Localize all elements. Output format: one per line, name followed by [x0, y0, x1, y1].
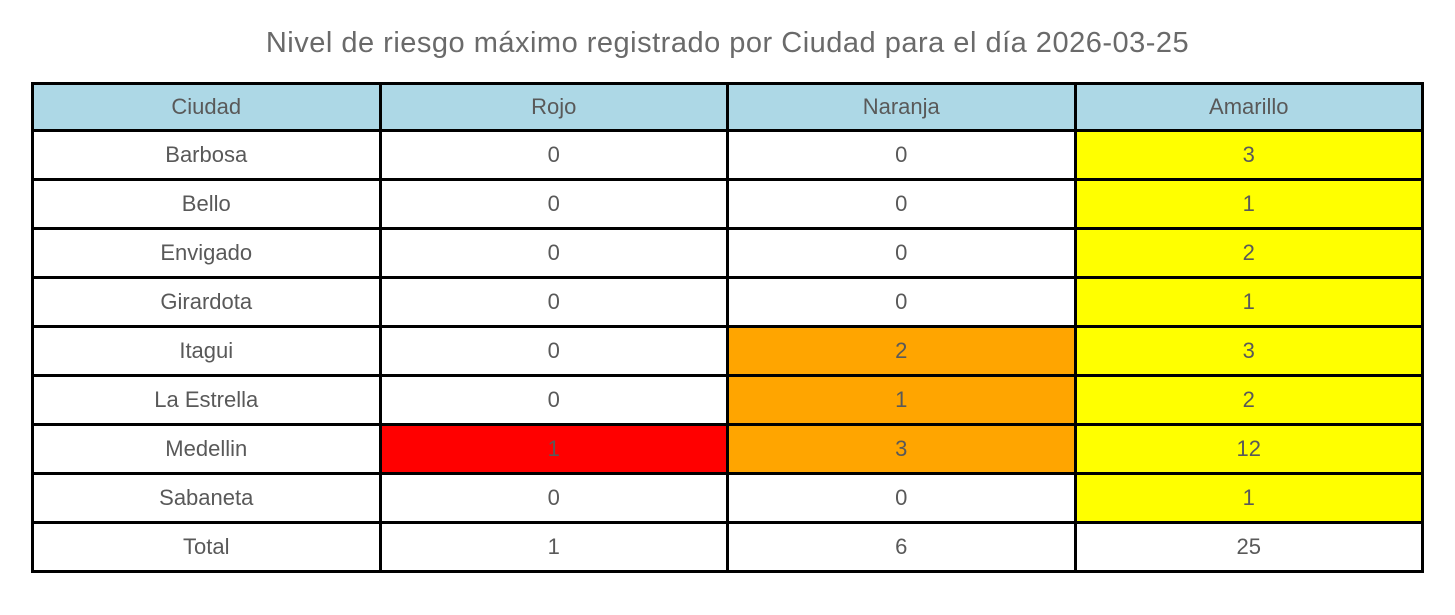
risk-table: Ciudad Rojo Naranja Amarillo Barbosa 0 0 3 B…	[31, 82, 1424, 573]
page-title: Nivel de riesgo máximo registrado por Ci…	[265, 27, 1190, 59]
city-cell: Total	[31, 521, 382, 573]
value-cell: 2	[726, 325, 1077, 377]
value-cell: 0	[726, 276, 1077, 328]
value-cell: 1	[1073, 276, 1424, 328]
city-cell: Envigado	[31, 227, 382, 279]
value-cell: 0	[378, 276, 729, 328]
city-cell: Girardota	[31, 276, 382, 328]
value-cell: 0	[378, 129, 729, 181]
header-cell-amarillo: Amarillo	[1073, 82, 1424, 132]
value-cell: 0	[726, 227, 1077, 279]
city-cell: Bello	[31, 178, 382, 230]
header-row: Ciudad Rojo Naranja Amarillo	[31, 82, 1424, 132]
value-cell: 1	[726, 374, 1077, 426]
header-cell-ciudad: Ciudad	[31, 82, 382, 132]
value-cell: 0	[726, 129, 1077, 181]
value-cell: 2	[1073, 227, 1424, 279]
city-cell: Itagui	[31, 325, 382, 377]
header-cell-naranja: Naranja	[726, 82, 1077, 132]
table-row: La Estrella 0 1 2	[31, 374, 1424, 426]
value-cell: 12	[1073, 423, 1424, 475]
city-cell: Barbosa	[31, 129, 382, 181]
value-cell: 1	[1073, 472, 1424, 524]
value-cell: 6	[726, 521, 1077, 573]
table-row: Sabaneta 0 0 1	[31, 472, 1424, 524]
total-row: Total 1 6 25	[31, 521, 1424, 573]
table-row: Itagui 0 2 3	[31, 325, 1424, 377]
city-cell: Sabaneta	[31, 472, 382, 524]
value-cell: 3	[726, 423, 1077, 475]
value-cell: 0	[378, 325, 729, 377]
value-cell: 0	[378, 178, 729, 230]
value-cell: 1	[378, 521, 729, 573]
value-cell: 25	[1073, 521, 1424, 573]
value-cell: 0	[726, 178, 1077, 230]
table-header: Ciudad Rojo Naranja Amarillo	[31, 82, 1424, 132]
value-cell: 0	[378, 472, 729, 524]
city-cell: La Estrella	[31, 374, 382, 426]
value-cell: 3	[1073, 129, 1424, 181]
table-row: Bello 0 0 1	[31, 178, 1424, 230]
value-cell: 3	[1073, 325, 1424, 377]
table-row: Barbosa 0 0 3	[31, 129, 1424, 181]
value-cell: 2	[1073, 374, 1424, 426]
table-row: Girardota 0 0 1	[31, 276, 1424, 328]
value-cell: 1	[378, 423, 729, 475]
value-cell: 0	[726, 472, 1077, 524]
value-cell: 1	[1073, 178, 1424, 230]
value-cell: 0	[378, 227, 729, 279]
header-cell-rojo: Rojo	[378, 82, 729, 132]
table-body: Barbosa 0 0 3 Bello 0 0 1 Envigado 0 0 2 Girardota 0 0…	[31, 129, 1424, 573]
table-row: Medellin 1 3 12	[31, 423, 1424, 475]
value-cell: 0	[378, 374, 729, 426]
table-row: Envigado 0 0 2	[31, 227, 1424, 279]
city-cell: Medellin	[31, 423, 382, 475]
